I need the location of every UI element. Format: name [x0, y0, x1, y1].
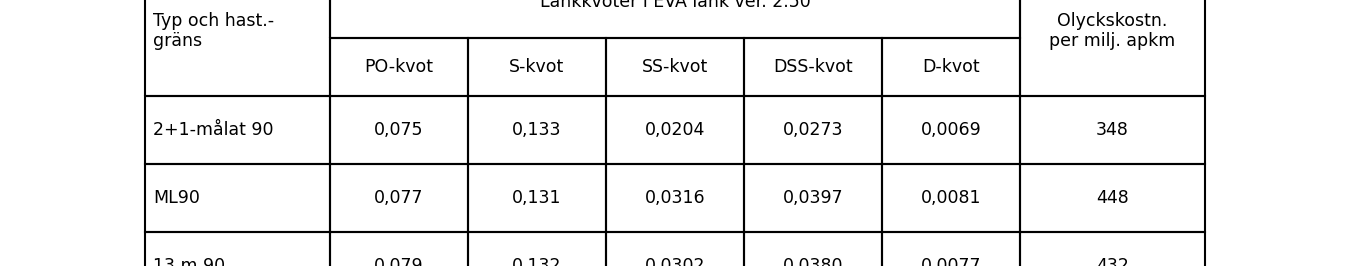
Bar [744, 96, 882, 164]
Text: ML90: ML90 [153, 189, 200, 207]
Bar [606, 96, 744, 164]
Text: 0,079: 0,079 [374, 257, 424, 266]
Bar [882, 38, 1021, 96]
Bar [882, 164, 1021, 232]
Text: Länkkvoter i EVA länk ver. 2.50: Länkkvoter i EVA länk ver. 2.50 [540, 0, 810, 11]
Bar [144, 96, 329, 164]
Text: Olyckskostn.
per milj. apkm: Olyckskostn. per milj. apkm [1049, 12, 1176, 50]
Bar [468, 232, 606, 266]
Bar [882, 96, 1021, 164]
Bar [329, 0, 1021, 38]
Bar [144, 164, 329, 232]
Text: 0,132: 0,132 [512, 257, 562, 266]
Text: SS-kvot: SS-kvot [641, 58, 709, 76]
Text: PO-kvot: PO-kvot [364, 58, 433, 76]
Text: 448: 448 [1096, 189, 1129, 207]
Text: 2+1-målat 90: 2+1-målat 90 [153, 121, 274, 139]
Text: 0,0302: 0,0302 [645, 257, 705, 266]
Bar [329, 164, 468, 232]
Bar [882, 232, 1021, 266]
Text: 0,0273: 0,0273 [783, 121, 844, 139]
Text: 13 m 90: 13 m 90 [153, 257, 225, 266]
Text: 0,0081: 0,0081 [921, 189, 981, 207]
Text: S-kvot: S-kvot [509, 58, 564, 76]
Text: 432: 432 [1096, 257, 1129, 266]
Text: Typ och hast.-
gräns: Typ och hast.- gräns [153, 12, 274, 50]
Bar [744, 232, 882, 266]
Text: 0,0204: 0,0204 [645, 121, 705, 139]
Text: 348: 348 [1096, 121, 1129, 139]
Bar [744, 164, 882, 232]
Bar [468, 38, 606, 96]
Bar [1021, 96, 1206, 164]
Bar [1021, 164, 1206, 232]
Text: D-kvot: D-kvot [922, 58, 980, 76]
Bar [1021, 232, 1206, 266]
Bar [329, 232, 468, 266]
Text: 0,0069: 0,0069 [921, 121, 981, 139]
Text: 0,131: 0,131 [512, 189, 562, 207]
Bar [144, 0, 329, 96]
Text: 0,0077: 0,0077 [921, 257, 981, 266]
Text: DSS-kvot: DSS-kvot [774, 58, 853, 76]
Bar [329, 96, 468, 164]
Bar [744, 38, 882, 96]
Bar [468, 96, 606, 164]
Bar [144, 232, 329, 266]
Bar [606, 232, 744, 266]
Text: 0,133: 0,133 [512, 121, 562, 139]
Bar [1021, 0, 1206, 96]
Bar [468, 164, 606, 232]
Bar [329, 38, 468, 96]
Text: 0,0316: 0,0316 [645, 189, 705, 207]
Text: 0,0397: 0,0397 [783, 189, 844, 207]
Text: 0,0380: 0,0380 [783, 257, 844, 266]
Text: 0,075: 0,075 [374, 121, 424, 139]
Bar [606, 38, 744, 96]
Bar [606, 164, 744, 232]
Text: 0,077: 0,077 [374, 189, 424, 207]
